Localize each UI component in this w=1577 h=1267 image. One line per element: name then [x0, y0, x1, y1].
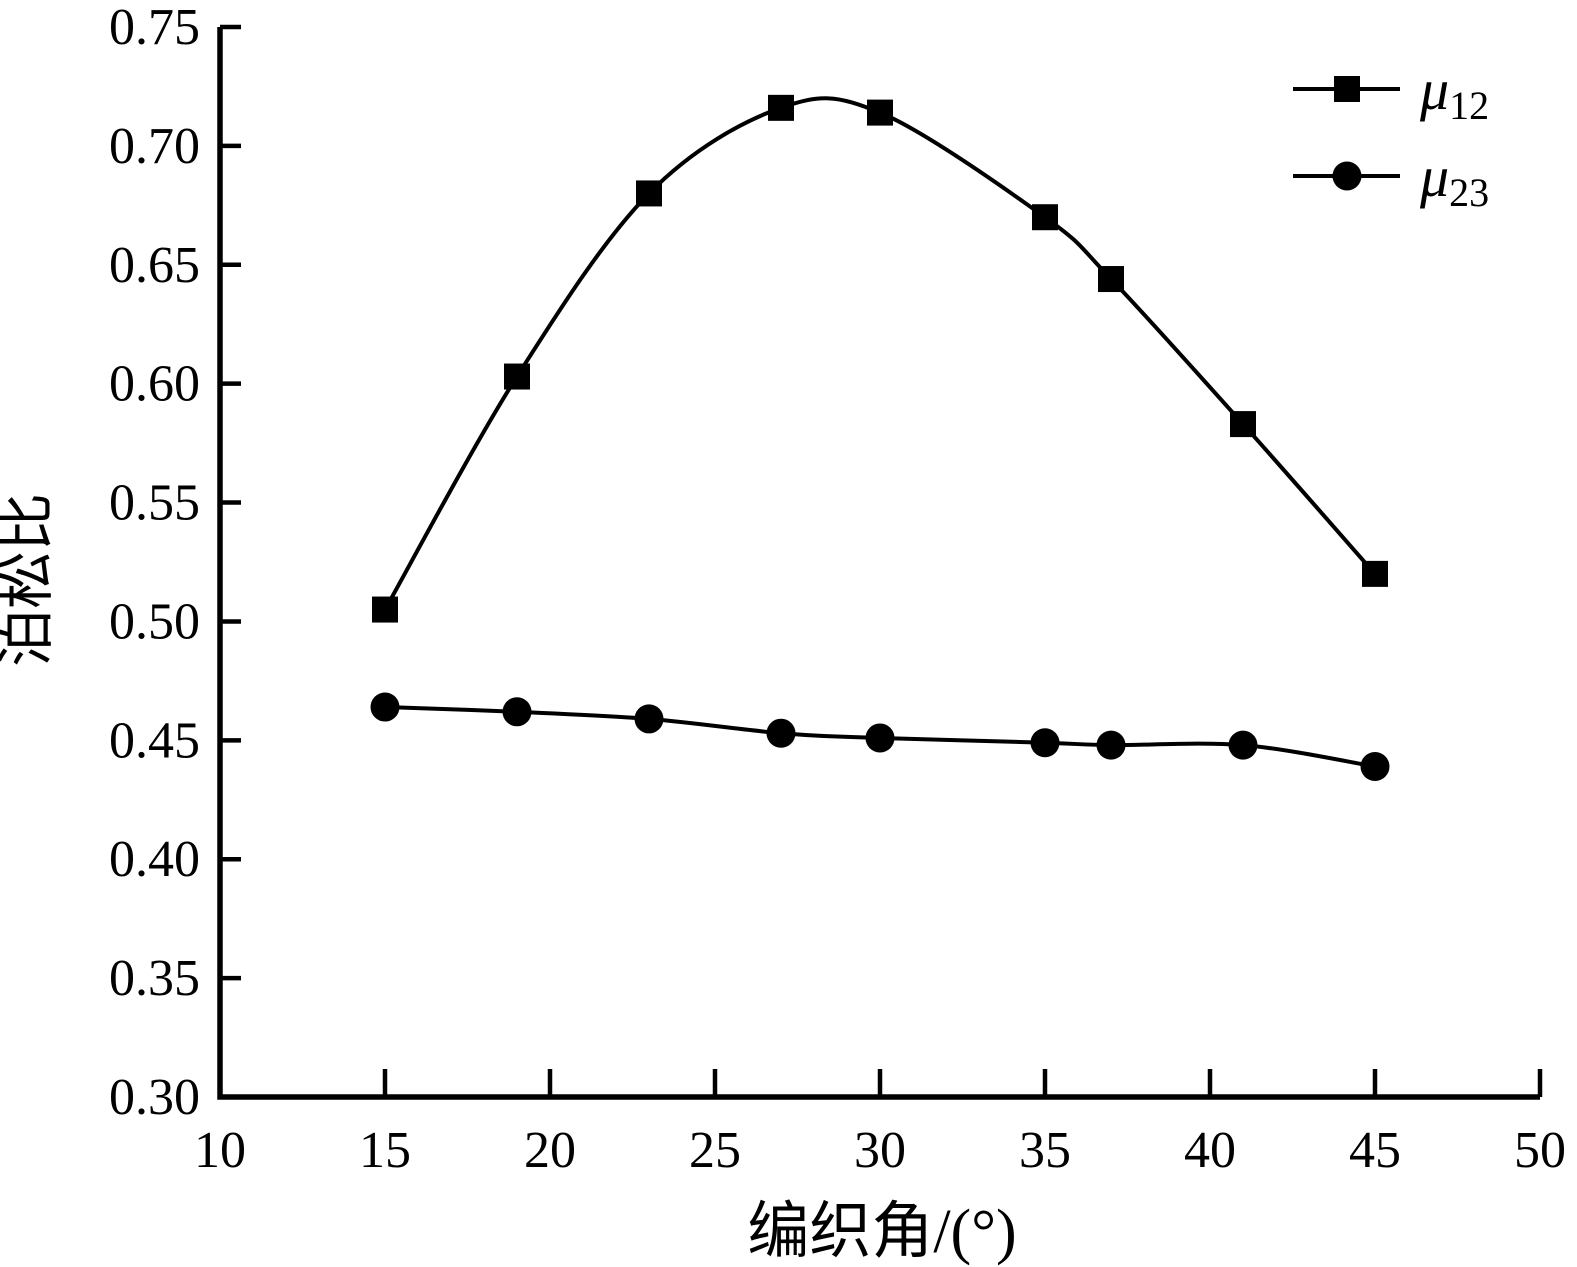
x-axis-title: 编织角/(°)	[747, 1198, 1016, 1266]
legend-marker-circle	[1332, 161, 1362, 191]
legend-label: μ23	[1419, 144, 1489, 215]
y-tick-label: 0.35	[109, 950, 200, 1007]
data-point-square	[1362, 560, 1388, 587]
x-tick-label: 15	[359, 1122, 411, 1179]
data-point-square	[867, 99, 893, 126]
x-tick-label: 20	[524, 1122, 576, 1179]
x-tick-label: 50	[1514, 1122, 1566, 1179]
data-point-square	[1032, 204, 1058, 231]
data-point-circle	[502, 697, 532, 727]
y-tick-label: 0.40	[109, 831, 200, 888]
legend-marker-square	[1334, 76, 1360, 102]
data-point-square	[636, 180, 662, 207]
data-point-square	[1098, 266, 1124, 293]
data-point-square	[1230, 411, 1256, 438]
data-point-circle	[865, 723, 895, 753]
y-tick-label: 0.70	[109, 118, 200, 175]
y-tick-label: 0.55	[109, 475, 200, 532]
data-point-square	[768, 94, 794, 121]
y-tick-label: 0.75	[109, 0, 200, 56]
data-point-circle	[1030, 728, 1060, 758]
series-line-mu12	[383, 96, 1377, 611]
x-tick-label: 25	[689, 1122, 741, 1179]
x-tick-label: 45	[1349, 1122, 1401, 1179]
y-tick-label: 0.30	[109, 1069, 200, 1126]
y-tick-label: 0.65	[109, 237, 200, 294]
data-point-circle	[766, 718, 796, 748]
y-tick-label: 0.50	[109, 593, 200, 650]
data-point-square	[372, 596, 398, 623]
data-point-square	[504, 363, 530, 390]
data-point-circle	[370, 692, 400, 722]
y-tick-label: 0.45	[109, 712, 200, 769]
x-tick-label: 40	[1184, 1122, 1236, 1179]
y-tick-label: 0.60	[109, 356, 200, 413]
data-point-circle	[1228, 730, 1258, 760]
data-point-circle	[634, 704, 664, 734]
data-point-circle	[1360, 751, 1390, 781]
axes-layer: 10 15 20 25 30 35 40 45 50 0.30 0.35 0.40 0.45 0.50 0.…	[109, 0, 1566, 1179]
x-tick-label: 10	[194, 1122, 246, 1179]
x-tick-label: 30	[854, 1122, 906, 1179]
series-layer	[370, 94, 1390, 781]
legend-label: μ12	[1419, 57, 1489, 128]
data-point-circle	[1096, 730, 1126, 760]
x-tick-label: 35	[1019, 1122, 1071, 1179]
y-axis-title: 泊松比	[0, 493, 59, 667]
